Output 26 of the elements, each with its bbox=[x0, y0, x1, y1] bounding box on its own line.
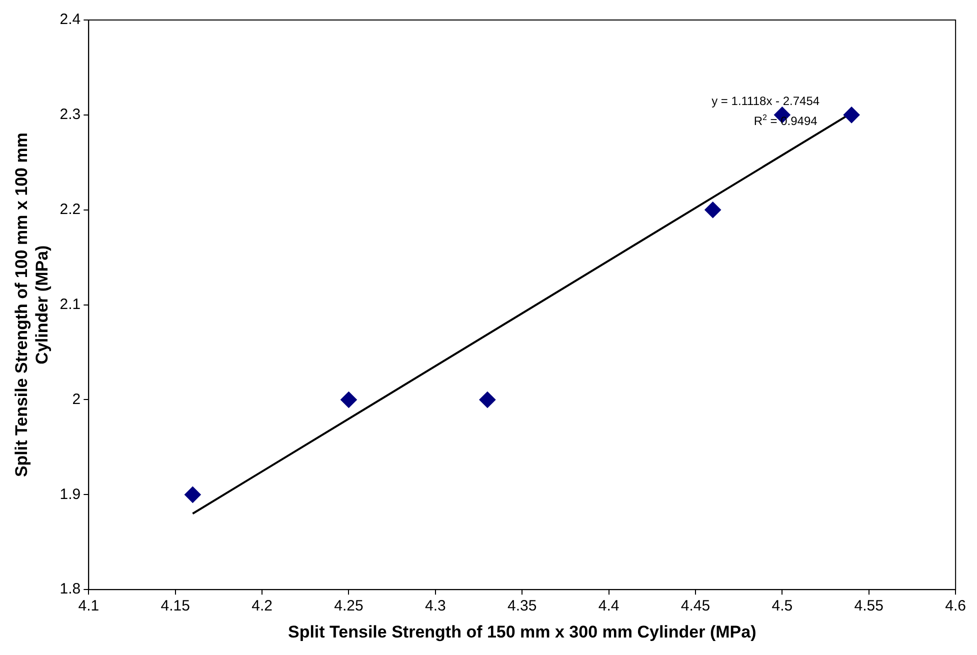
point bbox=[844, 106, 860, 123]
x-tick-label: 4.45 bbox=[680, 598, 710, 615]
x-tick-label: 4.6 bbox=[945, 598, 966, 615]
x-tick-label: 4.35 bbox=[508, 598, 537, 615]
y-tick-label: 2.4 bbox=[60, 11, 81, 28]
y-tick-label: 1.9 bbox=[60, 486, 81, 503]
y-tick-label: 2.1 bbox=[60, 296, 81, 313]
y-tick-label: 2 bbox=[72, 390, 81, 408]
annotation: y = 1.1118x - 2.7454 bbox=[712, 94, 820, 108]
x-axis-title: Split Tensile Strength of 150 mm x 300 mm Cylinder (MPa) bbox=[288, 622, 756, 642]
y-axis-title: Split Tensile Strength of 100 mm x 100 mm Cylinder (MPa) bbox=[12, 132, 52, 478]
point bbox=[184, 486, 201, 503]
x-tick-label: 4.1 bbox=[78, 598, 100, 615]
point bbox=[479, 392, 496, 408]
y-tick-label: 2.3 bbox=[60, 106, 81, 124]
x-tick-label: 4.4 bbox=[598, 598, 620, 615]
x-tick-label: 4.15 bbox=[160, 598, 190, 615]
x-tick-label: 4.25 bbox=[334, 598, 364, 615]
point bbox=[704, 202, 721, 218]
point bbox=[340, 392, 357, 408]
x-tick-label: 4.55 bbox=[854, 598, 884, 615]
x-tick-label: 4.5 bbox=[772, 598, 793, 615]
y-tick-label: 1.8 bbox=[60, 580, 81, 598]
x-tick-label: 4.2 bbox=[252, 598, 272, 615]
y-tick-label: 2.2 bbox=[60, 201, 81, 218]
x-tick-label: 4.3 bbox=[424, 598, 446, 615]
